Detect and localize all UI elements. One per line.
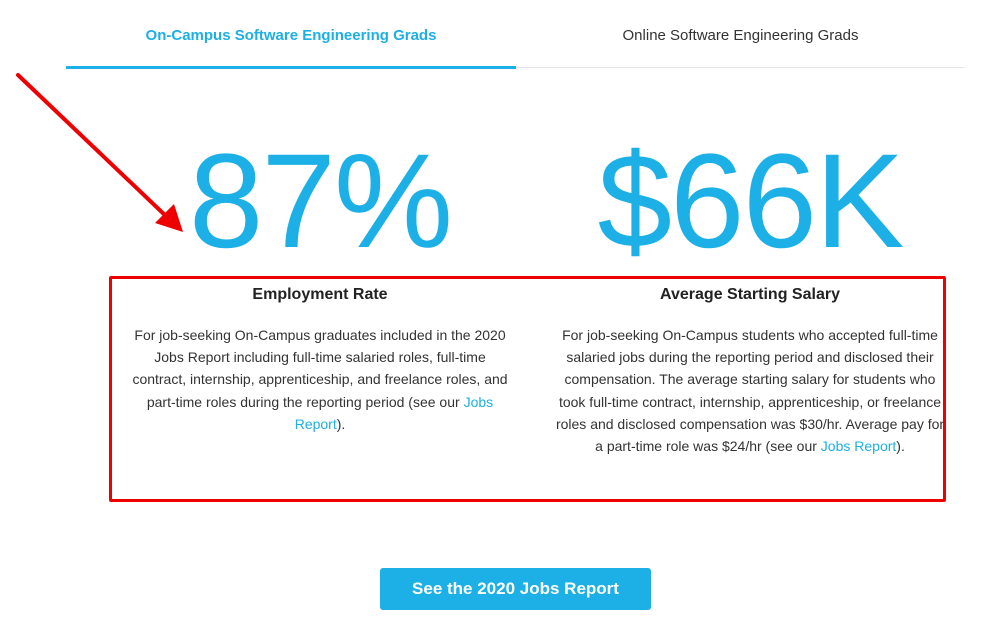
tab-on-campus[interactable]: On-Campus Software Engineering Grads bbox=[145, 26, 437, 44]
active-tab-indicator bbox=[66, 66, 516, 69]
starting-salary-value: $66K bbox=[597, 127, 905, 276]
salary-description-suffix: ). bbox=[896, 438, 905, 455]
employment-rate-title: Employment Rate bbox=[252, 286, 388, 303]
employment-rate-value: 87% bbox=[188, 127, 453, 276]
salary-jobs-report-link[interactable]: Jobs Report bbox=[820, 438, 897, 455]
starting-salary-description: For job-seeking On-Campus students who a… bbox=[552, 324, 948, 457]
tab-bar: On-Campus Software Engineering Grads Onl… bbox=[66, 0, 965, 70]
employment-description-suffix: ). bbox=[336, 415, 346, 432]
salary-description-text: For job-seeking On-Campus students who a… bbox=[555, 327, 945, 455]
employment-jobs-report-link[interactable]: Jobs Report bbox=[294, 393, 494, 432]
employment-rate-description: For job-seeking On-Campus graduates incl… bbox=[128, 324, 512, 435]
employment-description-text: For job-seeking On-Campus graduates incl… bbox=[132, 327, 508, 410]
see-jobs-report-button[interactable]: See the 2020 Jobs Report bbox=[380, 568, 651, 610]
tab-online[interactable]: Online Software Engineering Grads bbox=[622, 26, 859, 44]
starting-salary-title: Average Starting Salary bbox=[660, 286, 840, 303]
